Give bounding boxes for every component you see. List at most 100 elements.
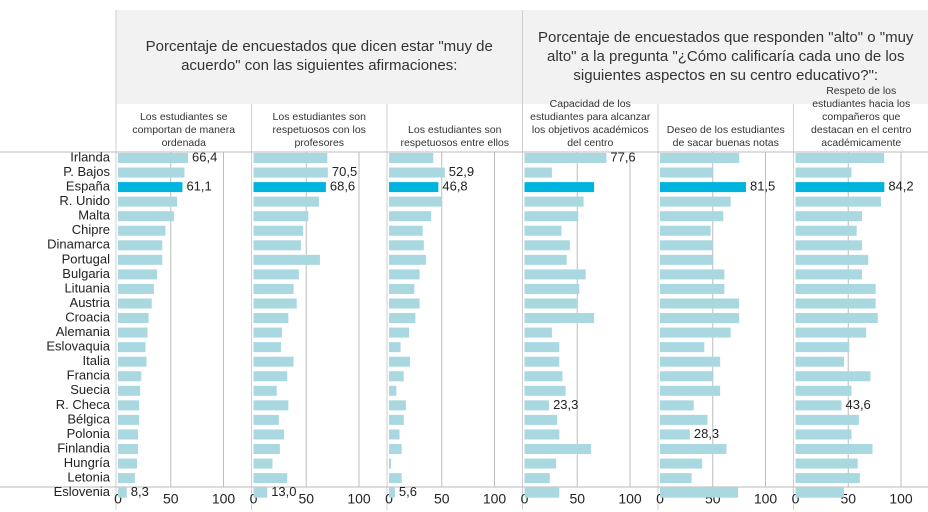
bar [118, 371, 142, 382]
bar [253, 429, 285, 440]
bar [795, 385, 852, 396]
bar [524, 298, 578, 309]
bar [524, 225, 562, 236]
bar [524, 211, 579, 222]
value-label: 68,6 [330, 179, 355, 194]
x-tick-label: 50 [163, 491, 179, 507]
bar [524, 283, 580, 294]
bar [253, 211, 309, 222]
bar [118, 342, 146, 353]
bar [795, 458, 858, 469]
bar [253, 356, 294, 367]
bar [660, 153, 740, 163]
bar [795, 167, 852, 178]
bar [660, 342, 705, 353]
bar [118, 327, 148, 338]
bar [389, 385, 397, 396]
bar [389, 269, 420, 280]
value-label: 77,6 [610, 149, 635, 164]
bar [524, 414, 558, 425]
x-tick-label: 0 [792, 491, 800, 507]
value-label: 52,9 [449, 164, 474, 179]
bar [524, 400, 550, 411]
bar [253, 254, 320, 265]
bar [118, 313, 149, 324]
bar [253, 371, 288, 382]
group-title: Porcentaje de encuestados que responden … [538, 28, 914, 84]
bar [660, 167, 713, 178]
bar [795, 487, 845, 498]
x-tick-label: 100 [483, 491, 507, 507]
bar [118, 356, 147, 367]
bar [795, 327, 867, 338]
bar [660, 211, 724, 222]
x-tick-label: 0 [656, 491, 664, 507]
category-label: Alemania [56, 324, 111, 339]
category-label: R. Unido [59, 193, 110, 208]
category-label: Dinamarca [47, 237, 111, 252]
bar [389, 342, 401, 353]
bar [118, 444, 139, 454]
category-label: Irlanda [70, 149, 111, 164]
bar [118, 269, 158, 280]
x-tick-label: 50 [434, 491, 450, 507]
bar [524, 385, 566, 396]
bar [118, 473, 135, 484]
bar [389, 211, 432, 222]
value-label: 43,6 [845, 397, 870, 412]
category-label: Eslovaquia [46, 339, 110, 354]
bar [389, 444, 402, 454]
bar [524, 444, 591, 454]
bar [118, 225, 166, 236]
category-label: Malta [78, 208, 111, 223]
panel-header: Los estudiantes se comportan de manera o… [132, 111, 236, 149]
bar [389, 298, 420, 309]
bar [660, 313, 740, 324]
bar [118, 283, 154, 294]
x-tick-label: 0 [385, 491, 393, 507]
bar [660, 240, 713, 251]
bar [524, 153, 607, 163]
category-label: Hungría [64, 455, 111, 470]
group-title: Porcentaje de encuestados que dicen esta… [145, 38, 493, 74]
bar [524, 327, 552, 338]
category-label: Portugal [62, 251, 111, 266]
bar [795, 196, 881, 207]
category-label: Suecia [70, 382, 111, 397]
bar [118, 153, 189, 163]
bar [524, 269, 586, 280]
bar [524, 182, 595, 193]
bar [524, 342, 560, 353]
bar [389, 429, 400, 440]
bar [253, 298, 297, 309]
category-label: Francia [67, 368, 111, 383]
bar [795, 153, 885, 163]
bar [660, 283, 725, 294]
bar [118, 429, 139, 440]
bar [660, 473, 692, 484]
bar [524, 240, 570, 251]
value-label: 5,6 [399, 484, 417, 499]
category-label: Letonia [67, 470, 110, 485]
bar [795, 400, 842, 411]
bar [253, 458, 273, 469]
category-label: Italia [83, 353, 111, 368]
bar [118, 400, 140, 411]
bar [524, 487, 560, 498]
bar [795, 371, 871, 382]
bar [118, 385, 141, 396]
bar [118, 414, 140, 425]
bar [524, 196, 584, 207]
bar [660, 225, 711, 236]
x-tick-label: 100 [212, 491, 236, 507]
category-label: R. Checa [56, 397, 111, 412]
bar [524, 429, 560, 440]
bar [389, 356, 411, 367]
bar [660, 429, 690, 440]
bar [524, 313, 595, 324]
bar [253, 153, 328, 163]
value-label: 13,0 [271, 484, 296, 499]
category-label: Finlandia [57, 440, 111, 455]
bar [253, 414, 279, 425]
